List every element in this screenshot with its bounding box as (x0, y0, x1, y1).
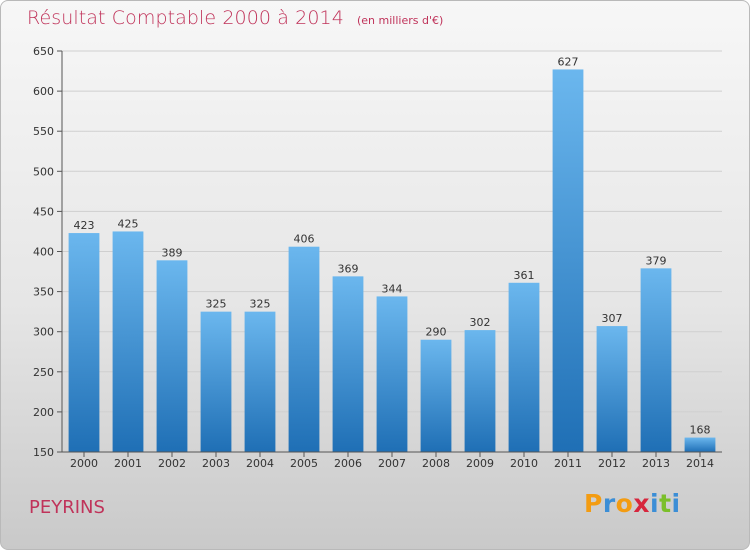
x-tick-label: 2009 (466, 457, 494, 470)
logo-letter: P (584, 489, 603, 518)
x-tick-label: 2011 (554, 457, 582, 470)
y-tick-label: 200 (33, 406, 54, 419)
x-tick-label: 2004 (246, 457, 274, 470)
bar-2000 (68, 233, 100, 452)
data-label-2001: 425 (118, 217, 139, 230)
y-tick-label: 450 (33, 205, 54, 218)
data-label-2007: 344 (382, 282, 403, 295)
x-tick-label: 2005 (290, 457, 318, 470)
chart-title-main: Résultat Comptable 2000 à 2014 (27, 7, 344, 29)
data-label-2014: 168 (690, 424, 711, 437)
bar-2001 (112, 231, 144, 452)
bar-2011 (552, 69, 584, 453)
data-label-2010: 361 (514, 269, 535, 282)
y-tick-label: 250 (33, 366, 54, 379)
data-label-2006: 369 (338, 262, 359, 275)
x-tick-label: 2006 (334, 457, 362, 470)
x-tick-label: 2007 (378, 457, 406, 470)
x-tick-label: 2000 (70, 457, 98, 470)
x-tick-label: 2002 (158, 457, 186, 470)
y-tick-label: 150 (33, 446, 54, 459)
data-label-2012: 307 (602, 312, 623, 325)
logo-letter: i (671, 489, 681, 518)
bar-2014 (684, 437, 716, 452)
chart-title: Résultat Comptable 2000 à 2014 (en milli… (27, 7, 443, 29)
bar-2012 (596, 326, 628, 452)
bars (68, 69, 716, 453)
bar-2013 (640, 268, 672, 452)
chart-subtitle: (en milliers d'€) (356, 14, 444, 27)
logo-letter: x (633, 489, 650, 518)
axes (57, 50, 722, 457)
logo-letter: r (602, 489, 616, 518)
y-tick-label: 650 (33, 45, 54, 58)
bar-2008 (420, 339, 452, 452)
data-label-2005: 406 (294, 233, 315, 246)
bar-2006 (332, 276, 364, 452)
data-label-2009: 302 (470, 316, 491, 329)
proxiti-logo: Proxiti (584, 489, 681, 518)
x-tick-label: 2012 (598, 457, 626, 470)
data-label-2004: 325 (250, 298, 271, 311)
y-tick-label: 550 (33, 125, 54, 138)
data-label-2008: 290 (426, 326, 447, 339)
bar-2004 (244, 311, 276, 452)
bar-2005 (288, 246, 320, 452)
data-label-2000: 423 (74, 219, 95, 232)
commune-name: PEYRINS (29, 497, 105, 518)
x-tick-label: 2003 (202, 457, 230, 470)
logo-letter: t (659, 489, 672, 518)
bar-2010 (508, 282, 540, 452)
logo-letter: i (650, 489, 660, 518)
x-tick-label: 2013 (642, 457, 670, 470)
bar-2002 (156, 260, 188, 452)
y-tick-label: 300 (33, 326, 54, 339)
y-tick-label: 400 (33, 246, 54, 259)
logo-letter: o (615, 489, 634, 518)
data-label-2011: 627 (558, 55, 579, 68)
labels: 150 200 250 300 350 400 450 500 550 600 650 423 2000… (33, 45, 714, 470)
data-label-2002: 389 (162, 246, 183, 259)
x-tick-label: 2014 (686, 457, 714, 470)
y-tick-label: 500 (33, 165, 54, 178)
y-tick-label: 350 (33, 286, 54, 299)
x-tick-label: 2008 (422, 457, 450, 470)
bar-2003 (200, 311, 232, 452)
x-tick-label: 2010 (510, 457, 538, 470)
data-label-2013: 379 (646, 254, 667, 267)
y-tick-label: 600 (33, 85, 54, 98)
x-tick-label: 2001 (114, 457, 142, 470)
data-label-2003: 325 (206, 298, 227, 311)
bar-2009 (464, 330, 496, 452)
bar-2007 (376, 296, 408, 452)
